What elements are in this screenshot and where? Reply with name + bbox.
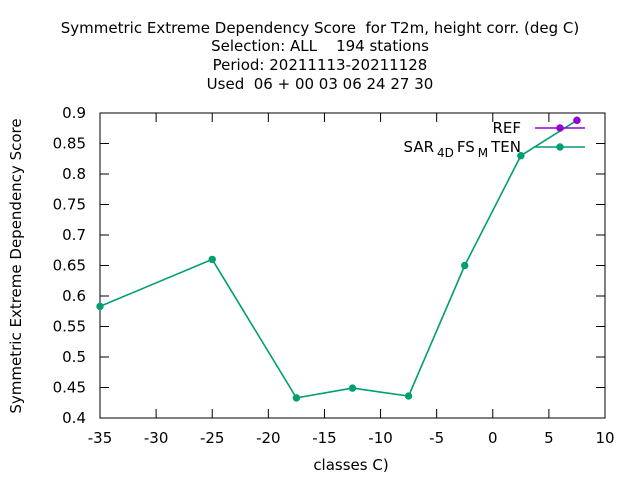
legend-marker (556, 143, 564, 151)
y-tick-label: 0.8 (62, 165, 86, 183)
x-tick-label: -30 (144, 429, 169, 447)
data-point (461, 261, 469, 270)
y-axis-label: Symmetric Extreme Dependency Score (7, 118, 25, 414)
x-tick-label: -10 (368, 429, 393, 447)
legend-label: REF (492, 119, 521, 137)
y-tick-label: 0.7 (62, 226, 86, 244)
y-tick-label: 0.55 (53, 318, 86, 336)
y-tick-label: 0.9 (62, 104, 86, 122)
x-tick-label: -25 (200, 429, 225, 447)
chart-title-line-3: Period: 20211113-20211128 (212, 56, 428, 74)
series-line (99, 119, 578, 399)
x-tick-label: 10 (595, 429, 614, 447)
x-tick-label: 0 (488, 429, 498, 447)
plot-frame (99, 112, 606, 419)
data-point (292, 394, 301, 402)
data-point (404, 392, 413, 400)
data-point (573, 116, 581, 125)
legend-label: SAR 4D FS M TEN (404, 138, 521, 160)
axis-ticks (99, 112, 606, 419)
y-tick-label: 0.45 (53, 379, 86, 397)
x-tick-label: 5 (544, 429, 554, 447)
x-tick-label: -35 (88, 429, 113, 447)
x-tick-label: -15 (312, 429, 337, 447)
data-point (96, 302, 104, 311)
data-point (208, 255, 216, 264)
y-tick-label: 0.75 (53, 196, 86, 214)
chart-title-line-2: Selection: ALL 194 stations (211, 37, 429, 55)
tick-labels: -35 -30 -25 -20 -15 -10 -5 0 5 10 0.4 0.45 0.5 0.55 0.… (53, 104, 615, 447)
y-tick-label: 0.4 (62, 409, 86, 427)
x-axis-label: classes C) (313, 456, 389, 474)
chart-title-line-4: Used 06 + 00 03 06 24 27 30 (206, 75, 434, 93)
x-tick-label: -20 (256, 429, 281, 447)
legend-marker (556, 124, 564, 132)
data-point (517, 152, 525, 160)
y-tick-label: 0.65 (53, 257, 86, 275)
y-tick-label: 0.85 (53, 135, 86, 153)
y-tick-label: 0.5 (62, 348, 86, 366)
data-point (348, 384, 357, 392)
y-tick-label: 0.6 (62, 287, 86, 305)
x-tick-label: -5 (429, 429, 444, 447)
series-layer (96, 116, 581, 402)
chart-title-line-1: Symmetric Extreme Dependency Score for T… (60, 19, 580, 37)
